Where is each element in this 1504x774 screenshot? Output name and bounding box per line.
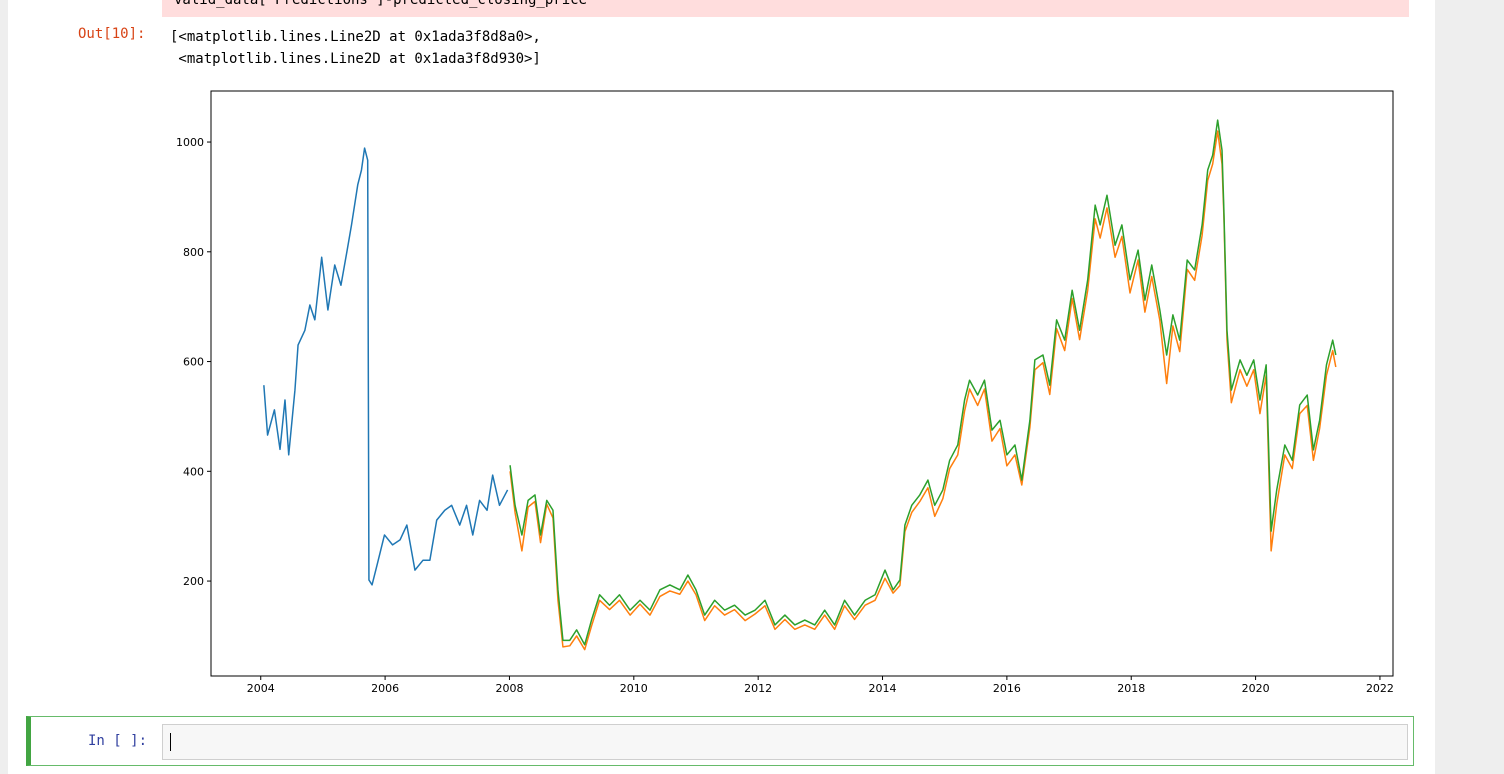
y-tick-label: 1000 [176, 136, 204, 149]
series-line [509, 130, 1337, 651]
x-tick-label: 2022 [1366, 682, 1394, 695]
x-tick-label: 2004 [247, 682, 275, 695]
input-cell[interactable] [26, 716, 1414, 766]
y-tick-label: 800 [183, 246, 204, 259]
y-tick-label: 200 [183, 575, 204, 588]
previous-cell: valid_data['Predictions']-predicted_clos… [162, 0, 1409, 17]
series-line [509, 119, 1337, 646]
x-tick-label: 2014 [869, 682, 897, 695]
output-line: [<matplotlib.lines.Line2D at 0x1ada3f8d8… [170, 29, 541, 45]
x-tick-label: 2008 [495, 682, 523, 695]
x-tick-label: 2006 [371, 682, 399, 695]
chart: 200 400 600 800 1000 2004 2006 2008 2010 2012 2014… [176, 90, 1394, 695]
output-line: <matplotlib.lines.Line2D at 0x1ada3f8d93… [170, 51, 541, 67]
axes-frame [210, 90, 1394, 677]
x-tick-label: 2018 [1117, 682, 1145, 695]
x-tick-label: 2012 [744, 682, 772, 695]
x-tick-label: 2020 [1242, 682, 1270, 695]
x-tick-label: 2010 [620, 682, 648, 695]
x-tick-label: 2016 [993, 682, 1021, 695]
y-tick-label: 600 [183, 356, 204, 369]
output-text: [<matplotlib.lines.Line2D at 0x1ada3f8d8… [170, 26, 541, 70]
caret [170, 733, 171, 751]
code-input[interactable] [162, 724, 1408, 760]
series-line [263, 147, 509, 586]
output-prompt: Out[10]: [78, 26, 146, 42]
notebook [8, 0, 1435, 774]
code-text: valid_data['Predictions']-predicted_clos… [174, 0, 588, 8]
input-prompt: In [ ]: [88, 733, 148, 749]
y-tick-label: 400 [183, 465, 204, 478]
